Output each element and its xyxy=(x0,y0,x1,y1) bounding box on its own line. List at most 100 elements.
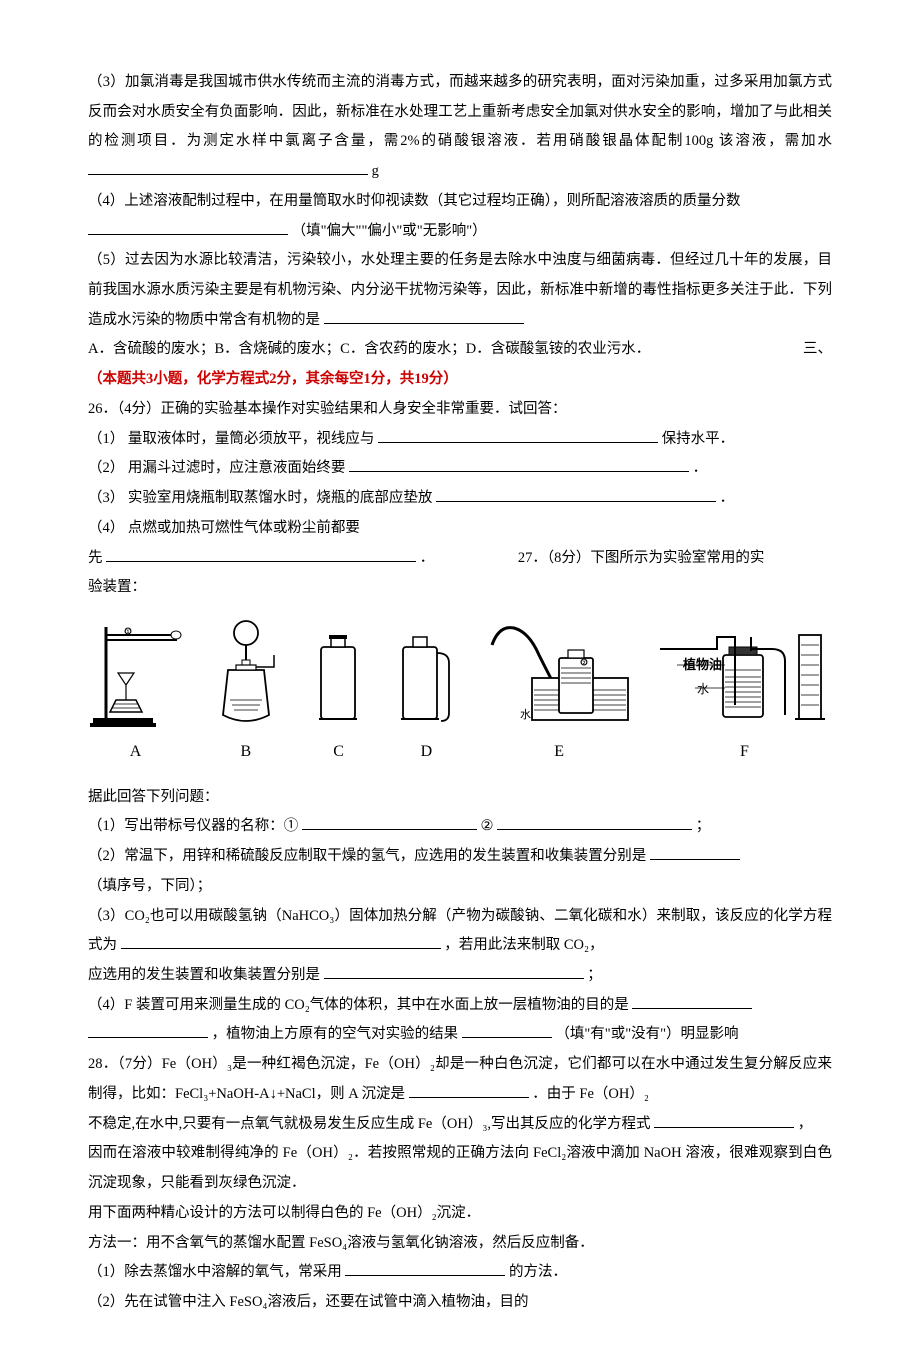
apparatus-f-svg: 植物油 水 xyxy=(657,615,832,730)
blank-q4[interactable] xyxy=(88,234,288,235)
q26-4a: （4） 点燃或加热可燃性气体或粉尘前都要 xyxy=(88,514,832,544)
q27-2: （2）常温下，用锌和稀硫酸反应制取干燥的氢气，应选用的发生装置和收集装置分别是 xyxy=(88,842,832,872)
q26-2a: （2） 用漏斗过滤时，应注意液面始终要 xyxy=(88,460,345,476)
apparatus-b-svg xyxy=(206,615,286,730)
question-4: （4）上述溶液配制过程中，在用量筒取水时仰视读数（其它过程均正确），则所配溶液溶… xyxy=(88,187,832,217)
q27-1a: （1）写出带标号仪器的名称：① xyxy=(88,818,298,834)
q26-4-period: ． xyxy=(420,550,435,566)
blank-q26-2[interactable] xyxy=(349,471,689,472)
apparatus-d-svg xyxy=(391,625,461,730)
blank-q5[interactable] xyxy=(324,323,524,324)
diag-e-water: 水 xyxy=(520,708,531,721)
question-3: （3）加氯消毒是我国城市供水传统而主流的消毒方式，而越来越多的研究表明，面对污染… xyxy=(88,68,832,187)
q26-3: （3） 实验室用烧瓶制取蒸馏水时，烧瓶的底部应垫放 ． xyxy=(88,484,832,514)
q27-1c: ； xyxy=(696,818,711,834)
q26-4b: 先 ． 27．（8分）下图所示为实验室常用的实 xyxy=(88,544,832,574)
q26-2: （2） 用漏斗过滤时，应注意液面始终要 ． xyxy=(88,454,832,484)
label-f: F xyxy=(740,736,749,769)
q28-c2: ， xyxy=(798,1116,813,1132)
q27-3c: 应选用的发生装置和收集装置分别是 xyxy=(88,967,320,983)
apparatus-d: D xyxy=(391,625,461,769)
blank-q27-1b[interactable] xyxy=(497,829,692,830)
q28-g: （1）除去蒸馏水中溶解的氧气，常采用 xyxy=(88,1264,342,1280)
blank-q26-3[interactable] xyxy=(436,501,716,502)
q27-3d: ； xyxy=(587,967,602,983)
q27-3c-line: 应选用的发生装置和收集装置分别是 ； xyxy=(88,961,832,991)
q4-text: （4）上述溶液配制过程中，在用量筒取水时仰视读数（其它过程均正确），则所配溶液溶… xyxy=(88,193,741,209)
question-5-options: A．含硫酸的废水；B．含烧碱的废水；C．含农药的废水；D．含碳酸氢铵的农业污水．… xyxy=(88,335,832,365)
blank-q27-4a[interactable] xyxy=(632,1008,752,1009)
q27-3b: ，若用此法来制取 CO₂， xyxy=(444,937,603,953)
diag-f-water: 水 xyxy=(697,682,709,696)
q28-b: ．由于 Fe（OH）₂ xyxy=(532,1086,649,1102)
apparatus-c: C xyxy=(309,625,369,769)
q28-f: 方法一：用不含氧气的蒸馏水配置 FeSO₄溶液与氢氧化钠溶液，然后反应制备． xyxy=(88,1229,832,1259)
q28-h: （2）先在试管中注入 FeSO₄溶液后，还要在试管中滴入植物油，目的 xyxy=(88,1288,832,1318)
question-26: 26．（4分）正确的实验基本操作对实验结果和人身安全非常重要．试回答： xyxy=(88,395,832,425)
apparatus-c-svg xyxy=(309,625,369,730)
q28-d: 因而在溶液中较难制得纯净的 Fe（OH）₂．若按照常规的正确方法向 FeCl₂溶… xyxy=(88,1139,832,1198)
apparatus-f: 植物油 水 F xyxy=(657,615,832,769)
blank-q27-3a[interactable] xyxy=(121,948,441,949)
q26-4-prefix: 先 xyxy=(88,550,103,566)
blank-q28-c[interactable] xyxy=(654,1127,794,1128)
q5-opt-text: A．含硫酸的废水；B．含烧碱的废水；C．含农药的废水；D．含碳酸氢铵的农业污水． xyxy=(88,341,650,357)
q4-suffix: （填"偏大""偏小"或"无影响"） xyxy=(292,223,487,239)
question-5: （5）过去因为水源比较清洁，污染较小，水处理主要的任务是去除水中浊度与细菌病毒．… xyxy=(88,246,832,335)
q26-3b: ． xyxy=(720,490,735,506)
q27-2a: （2）常温下，用锌和稀硫酸反应制取干燥的氢气，应选用的发生装置和收集装置分别是 xyxy=(88,848,646,864)
q27-4b-line: ，植物油上方原有的空气对实验的结果 （填"有"或"没有"）明显影响 xyxy=(88,1020,832,1050)
apparatus-b: B xyxy=(206,615,286,769)
blank-q27-1a[interactable] xyxy=(302,829,477,830)
q3-text: （3）加氯消毒是我国城市供水传统而主流的消毒方式，而越来越多的研究表明，面对污染… xyxy=(88,74,832,149)
blank-q26-4[interactable] xyxy=(106,561,416,562)
apparatus-a: ① A xyxy=(88,615,183,769)
q26-1a: （1） 量取液体时，量筒必须放平，视线应与 xyxy=(88,431,374,447)
q27-1b: ② xyxy=(481,818,494,834)
q27-3: （3）CO₂也可以用碳酸氢钠（NaHCO₃）固体加热分解（产物为碳酸钠、二氧化碳… xyxy=(88,902,832,961)
diag-f-oil: 植物油 xyxy=(682,657,722,672)
q27-1: （1）写出带标号仪器的名称：① ② ； xyxy=(88,812,832,842)
label-a: A xyxy=(130,736,142,769)
q28-g-line: （1）除去蒸馏水中溶解的氧气，常采用 的方法． xyxy=(88,1258,832,1288)
q26-1b: 保持水平． xyxy=(662,431,735,447)
q28-a: 28．（7分）Fe（OH）₃是一种红褐色沉淀，Fe（OH）₂却是一种白色沉淀，它… xyxy=(88,1056,832,1102)
label-b: B xyxy=(240,736,251,769)
section-marker: 三、 xyxy=(803,335,832,365)
blank-q28-a[interactable] xyxy=(409,1097,529,1098)
q28-e: 用下面两种精心设计的方法可以制得白色的 Fe（OH）₂沉淀． xyxy=(88,1199,832,1229)
q27-intro: 据此回答下列问题： xyxy=(88,783,832,813)
q27-after: 验装置： xyxy=(88,573,832,603)
q26-1: （1） 量取液体时，量筒必须放平，视线应与 保持水平． xyxy=(88,425,832,455)
apparatus-e: ② 水 E xyxy=(484,620,634,769)
q28-line1: 28．（7分）Fe（OH）₃是一种红褐色沉淀，Fe（OH）₂却是一种白色沉淀，它… xyxy=(88,1050,832,1109)
blank-q27-4b2[interactable] xyxy=(462,1037,552,1038)
q27-2b: （填序号，下同）； xyxy=(88,872,832,902)
q27-4: （4）F 装置可用来测量生成的 CO₂气体的体积，其中在水面上放一层植物油的目的… xyxy=(88,991,832,1021)
blank-q27-4b1[interactable] xyxy=(88,1037,208,1038)
blank-q27-3c[interactable] xyxy=(324,978,584,979)
q28-c: 不稳定,在水中,只要有一点氧气就极易发生反应生成 Fe（OH）₃,写出其反应的化… xyxy=(88,1116,651,1132)
apparatus-a-svg: ① xyxy=(88,615,183,730)
blank-q27-2[interactable] xyxy=(650,859,740,860)
label-e: E xyxy=(554,736,564,769)
section-header: （本题共3小题，化学方程式2分，其余每空1分，共19分） xyxy=(88,365,832,395)
apparatus-e-svg: ② 水 xyxy=(484,620,634,730)
blank-q28-g[interactable] xyxy=(345,1275,505,1276)
q27-4a: （4）F 装置可用来测量生成的 CO₂气体的体积，其中在水面上放一层植物油的目的… xyxy=(88,997,629,1013)
blank-q3[interactable] xyxy=(88,174,368,175)
q27-4c: （填"有"或"没有"）明显影响 xyxy=(555,1026,738,1042)
question-4-line2: （填"偏大""偏小"或"无影响"） xyxy=(88,217,832,247)
q27-4b: ，植物油上方原有的空气对实验的结果 xyxy=(212,1026,459,1042)
q26-3a: （3） 实验室用烧瓶制取蒸馏水时，烧瓶的底部应垫放 xyxy=(88,490,432,506)
svg-text:①: ① xyxy=(125,628,131,636)
q28-g2: 的方法． xyxy=(509,1264,567,1280)
q5-text: （5）过去因为水源比较清洁，污染较小，水处理主要的任务是去除水中浊度与细菌病毒．… xyxy=(88,252,832,327)
blank-q26-1[interactable] xyxy=(378,442,658,443)
label-d: D xyxy=(421,736,433,769)
q27-lead: 27．（8分）下图所示为实验室常用的实 xyxy=(518,550,765,566)
q3-unit: g xyxy=(372,163,379,179)
q28-line2: 不稳定,在水中,只要有一点氧气就极易发生反应生成 Fe（OH）₃,写出其反应的化… xyxy=(88,1110,832,1140)
svg-text:②: ② xyxy=(581,659,587,667)
label-c: C xyxy=(333,736,344,769)
